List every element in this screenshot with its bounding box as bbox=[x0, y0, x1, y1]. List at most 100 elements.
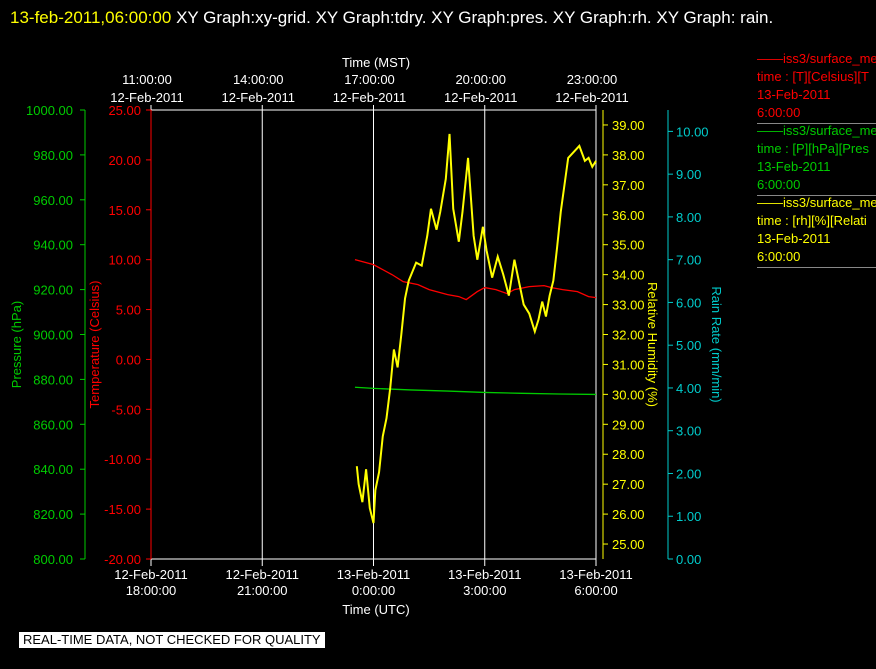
x-tick-label-top-date: 12-Feb-2011 bbox=[444, 90, 517, 105]
pressure-tick-label: 900.00 bbox=[33, 328, 73, 343]
legend-item-line3: 13-Feb-2011 bbox=[757, 87, 831, 102]
legend-divider bbox=[757, 123, 876, 124]
legend-item-line4: 6:00:00 bbox=[757, 249, 801, 264]
pressure-tick-label: 800.00 bbox=[33, 552, 73, 567]
temperature-tick-label: 25.00 bbox=[108, 103, 141, 118]
temperature-tick-label: 20.00 bbox=[108, 153, 141, 168]
series-tdry-line bbox=[354, 259, 597, 301]
x-tick-label-top-time: 11:00:00 bbox=[122, 72, 172, 87]
legend-item-line4: 6:00:00 bbox=[757, 105, 801, 120]
x-tick-label-bottom-time: 18:00:00 bbox=[126, 583, 177, 598]
rh-tick-label: 25.00 bbox=[612, 537, 645, 552]
pressure-tick-label: 920.00 bbox=[33, 283, 73, 298]
rh-tick-label: 27.00 bbox=[612, 477, 645, 492]
x-tick-label-bottom-date: 12-Feb-2011 bbox=[114, 567, 187, 582]
pressure-tick-label: 820.00 bbox=[33, 507, 73, 522]
x-tick-label-bottom-date: 13-Feb-2011 bbox=[559, 567, 632, 582]
pressure-axis-label: Pressure (hPa) bbox=[9, 301, 24, 388]
x-tick-label-bottom-date: 13-Feb-2011 bbox=[337, 567, 410, 582]
legend-item-line1: ——iss3/surface_me bbox=[757, 195, 876, 210]
temperature-tick-label: -5.00 bbox=[111, 402, 141, 417]
temperature-tick-label: 15.00 bbox=[108, 203, 141, 218]
rain-tick-label: 7.00 bbox=[676, 253, 701, 268]
legend-item-line4: 6:00:00 bbox=[757, 177, 801, 192]
x-tick-label-bottom-time: 6:00:00 bbox=[574, 583, 617, 598]
pressure-tick-label: 840.00 bbox=[33, 462, 73, 477]
legend-item-line1: ——iss3/surface_me bbox=[757, 123, 876, 138]
x-tick-label-top-date: 12-Feb-2011 bbox=[222, 90, 295, 105]
legend-item-line3: 13-Feb-2011 bbox=[757, 159, 831, 174]
legend-item-line2: time : [rh][%][Relati bbox=[757, 213, 867, 228]
title-rest: XY Graph:xy-grid. XY Graph:tdry. XY Grap… bbox=[176, 8, 774, 27]
rain-tick-label: 1.00 bbox=[676, 509, 701, 524]
rh-tick-label: 26.00 bbox=[612, 507, 645, 522]
quality-note: REAL-TIME DATA, NOT CHECKED FOR QUALITY bbox=[19, 632, 325, 648]
x-tick-label-top-time: 23:00:00 bbox=[567, 72, 618, 87]
rh-tick-label: 29.00 bbox=[612, 417, 645, 432]
rain-tick-label: 6.00 bbox=[676, 295, 701, 310]
rh-tick-label: 35.00 bbox=[612, 238, 645, 253]
legend-divider bbox=[757, 195, 876, 196]
temperature-axis-label: Temperature (Celsius) bbox=[87, 281, 102, 409]
x-tick-label-bottom-date: 13-Feb-2011 bbox=[448, 567, 521, 582]
page-title: 13-feb-2011,06:00:00 XY Graph:xy-grid. X… bbox=[10, 2, 870, 33]
rh-tick-label: 28.00 bbox=[612, 447, 645, 462]
pressure-tick-label: 940.00 bbox=[33, 238, 73, 253]
pressure-tick-label: 960.00 bbox=[33, 193, 73, 208]
rh-tick-label: 39.00 bbox=[612, 118, 645, 133]
temperature-tick-label: -10.00 bbox=[104, 452, 141, 467]
x-tick-label-top-time: 17:00:00 bbox=[344, 72, 395, 87]
pressure-tick-label: 1000.00 bbox=[26, 103, 73, 118]
x-tick-label-top-date: 12-Feb-2011 bbox=[333, 90, 406, 105]
pressure-tick-label: 880.00 bbox=[33, 372, 73, 387]
rh-tick-label: 37.00 bbox=[612, 178, 645, 193]
x-axis-label-top: Time (MST) bbox=[342, 55, 410, 70]
rh-tick-label: 32.00 bbox=[612, 328, 645, 343]
rh-tick-label: 33.00 bbox=[612, 298, 645, 313]
pressure-tick-label: 860.00 bbox=[33, 417, 73, 432]
series-rh-line bbox=[355, 133, 597, 524]
legend-item-line2: time : [P][hPa][Pres bbox=[757, 141, 869, 156]
grid-layer bbox=[150, 109, 597, 560]
rh-tick-label: 30.00 bbox=[612, 387, 645, 402]
x-tick-label-top-date: 12-Feb-2011 bbox=[555, 90, 628, 105]
legend-item-line1: ——iss3/surface_me bbox=[757, 51, 876, 66]
temperature-tick-label: 10.00 bbox=[108, 253, 141, 268]
x-tick-label-bottom-time: 3:00:00 bbox=[463, 583, 506, 598]
x-tick-label-top-time: 20:00:00 bbox=[455, 72, 506, 87]
rh-tick-label: 31.00 bbox=[612, 357, 645, 372]
x-tick-label-bottom-date: 12-Feb-2011 bbox=[226, 567, 299, 582]
x-tick-label-bottom-time: 21:00:00 bbox=[237, 583, 288, 598]
rh-tick-label: 36.00 bbox=[612, 208, 645, 223]
rh-tick-label: 34.00 bbox=[612, 268, 645, 283]
legend-item-line2: time : [T][Celsius][T bbox=[757, 69, 869, 84]
rain-tick-label: 2.00 bbox=[676, 466, 701, 481]
x-tick-label-top-time: 14:00:00 bbox=[233, 72, 284, 87]
legend-divider bbox=[757, 267, 876, 268]
x-axis-label-bottom: Time (UTC) bbox=[342, 602, 409, 617]
x-tick-label-top-date: 12-Feb-2011 bbox=[110, 90, 183, 105]
title-timestamp: 13-feb-2011,06:00:00 bbox=[10, 8, 172, 27]
rain-tick-label: 4.00 bbox=[676, 381, 701, 396]
rain-tick-label: 0.00 bbox=[676, 552, 701, 567]
temperature-tick-label: 0.00 bbox=[116, 352, 141, 367]
pressure-tick-label: 980.00 bbox=[33, 148, 73, 163]
temperature-tick-label: -15.00 bbox=[104, 502, 141, 517]
x-tick-label-bottom-time: 0:00:00 bbox=[352, 583, 395, 598]
series-layer bbox=[354, 133, 597, 524]
temperature-tick-label: 5.00 bbox=[116, 303, 141, 318]
rain-axis-label: Rain Rate (mm/min) bbox=[709, 286, 724, 402]
rain-tick-label: 10.00 bbox=[676, 124, 709, 139]
series-pres-line bbox=[354, 386, 597, 396]
rain-tick-label: 8.00 bbox=[676, 210, 701, 225]
rain-tick-label: 9.00 bbox=[676, 167, 701, 182]
rh-axis-label: Relative Humidity (%) bbox=[645, 282, 660, 407]
rh-tick-label: 38.00 bbox=[612, 148, 645, 163]
legend-item-line3: 13-Feb-2011 bbox=[757, 231, 831, 246]
axis-layer: 12-Feb-201118:00:0011:00:0012-Feb-201112… bbox=[9, 55, 724, 617]
rain-tick-label: 3.00 bbox=[676, 424, 701, 439]
